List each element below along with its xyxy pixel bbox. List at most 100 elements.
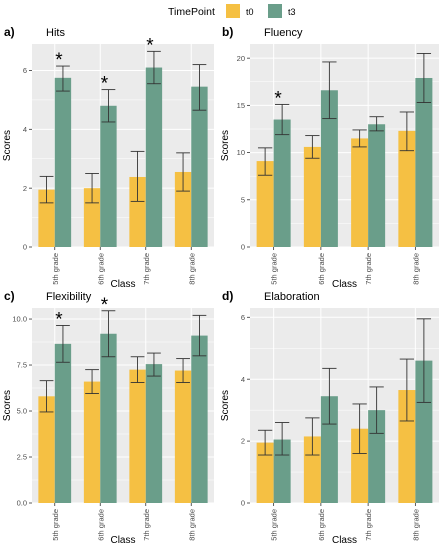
x-axis-title: Class [110, 535, 135, 546]
error-bar-t0-1 [257, 429, 273, 456]
y-tick-label: 4 [23, 125, 27, 134]
error-bar-t0-1 [39, 175, 54, 204]
significance-marker: * [55, 309, 63, 330]
error-bar-t3-1 [274, 103, 290, 136]
panel-flexibility: c) Flexibility 0.0 2.5 5.0 7.5 10.0 * * 5th grade… [2, 289, 214, 546]
error-bar-t3-2 [101, 310, 116, 358]
bar-t3-2 [320, 396, 338, 503]
error-bar-t0-4 [176, 152, 190, 192]
error-bar-t3-4 [192, 314, 207, 357]
error-bar-t0-1 [39, 380, 54, 413]
y-axis-title: Scores [2, 390, 13, 421]
bar-t0-3 [129, 369, 146, 503]
y-tick-label: 20 [237, 54, 245, 63]
panel-letter: a) [4, 25, 15, 39]
y-tick-label: 2 [23, 184, 27, 193]
x-tick-label: 5th grade [51, 509, 60, 541]
bar-t3-4 [415, 77, 433, 248]
y-tick-label: 2 [241, 437, 245, 446]
bar-t0-2 [83, 381, 101, 503]
panel-hits: a) Hits 0 2 4 6 * * * 5th grade 6th grade 7th grade… [2, 25, 214, 290]
panel-letter: c) [4, 289, 15, 303]
x-tick-label: 6th grade [317, 509, 326, 541]
y-tick-label: 5.0 [17, 407, 27, 416]
legend-label-t3: t3 [288, 7, 296, 17]
panel-fluency: b) Fluency 0 5 10 15 20 * 5th grade 6th grade 7th … [220, 25, 439, 290]
panel-letter: b) [222, 25, 233, 39]
legend-title: TimePoint [168, 6, 215, 18]
x-tick-label: 8th grade [187, 253, 196, 285]
error-bar-t0-4 [399, 111, 415, 152]
y-tick-label: 7.5 [17, 361, 27, 370]
bar-t3-2 [100, 105, 117, 247]
bar-t0-1 [256, 161, 274, 247]
y-tick-label: 0 [23, 243, 27, 252]
bar-t3-1 [54, 77, 72, 247]
error-bar-t3-2 [101, 89, 116, 123]
significance-marker: * [274, 88, 282, 109]
bar-t3-1 [273, 119, 291, 247]
error-bar-t0-2 [305, 135, 320, 159]
y-tick-label: 4 [241, 375, 245, 384]
error-bar-t3-3 [147, 50, 161, 85]
bar-t0-3 [351, 138, 369, 247]
y-axis-title: Scores [220, 130, 231, 161]
panel-title: Fluency [264, 27, 303, 39]
x-tick-label: 7th grade [364, 253, 373, 285]
x-tick-label: 8th grade [187, 509, 196, 541]
x-axis-title: Class [110, 279, 135, 290]
x-tick-label: 8th grade [411, 509, 420, 541]
legend: TimePoint t0 t3 [168, 4, 296, 18]
y-tick-label: 0 [241, 243, 245, 252]
bar-t3-1 [54, 343, 72, 503]
significance-marker: * [146, 35, 154, 56]
bar-t0-1 [256, 442, 274, 503]
bar-t0-4 [174, 370, 192, 503]
y-tick-label: 15 [237, 101, 245, 110]
error-bar-t0-3 [130, 356, 145, 383]
error-bar-t3-4 [192, 64, 207, 111]
error-bar-t0-3 [352, 403, 367, 454]
significance-marker: * [101, 295, 109, 316]
bar-t0-1 [38, 189, 55, 247]
y-tick-label: 0.0 [17, 499, 27, 508]
x-tick-label: 5th grade [51, 253, 60, 285]
bar-t0-4 [398, 130, 416, 247]
x-tick-label: 5th grade [270, 253, 279, 285]
error-bar-t3-1 [56, 65, 70, 92]
bar-t0-2 [303, 436, 321, 503]
error-bar-t3-3 [369, 386, 384, 434]
significance-marker: * [101, 74, 109, 95]
y-tick-label: 2.5 [17, 453, 27, 462]
bar-t3-2 [320, 90, 338, 248]
panel-title: Hits [46, 27, 65, 39]
error-bar-t0-4 [176, 358, 190, 383]
x-tick-label: 6th grade [96, 253, 105, 285]
error-bar-t0-3 [352, 129, 367, 148]
legend-key-t0 [226, 4, 240, 18]
significance-marker: * [55, 50, 63, 71]
error-bar-t3-3 [369, 116, 384, 132]
legend-label-t0: t0 [246, 7, 254, 17]
panel-title: Elaboration [264, 291, 320, 303]
panel-elaboration: d) Elaboration 0 2 4 6 5th grade 6th grade 7th g… [220, 289, 439, 546]
bar-t0-2 [303, 146, 321, 247]
y-tick-label: 0 [241, 499, 245, 508]
x-tick-label: 6th grade [96, 509, 105, 541]
bar-t0-1 [38, 396, 55, 503]
panel-letter: d) [222, 289, 233, 303]
y-tick-label: 6 [23, 66, 27, 75]
bar-t3-4 [415, 360, 433, 503]
y-tick-label: 10.0 [12, 315, 27, 324]
x-axis-title: Class [332, 535, 357, 546]
error-bar-t3-2 [322, 61, 337, 120]
bar-t3-3 [368, 124, 386, 247]
bar-t0-4 [398, 390, 416, 503]
y-tick-label: 6 [241, 313, 245, 322]
bar-t0-3 [351, 428, 369, 503]
error-bar-t3-2 [322, 367, 337, 425]
legend-key-t3 [268, 4, 282, 18]
bar-t0-3 [129, 176, 146, 247]
y-tick-label: 10 [237, 148, 245, 157]
